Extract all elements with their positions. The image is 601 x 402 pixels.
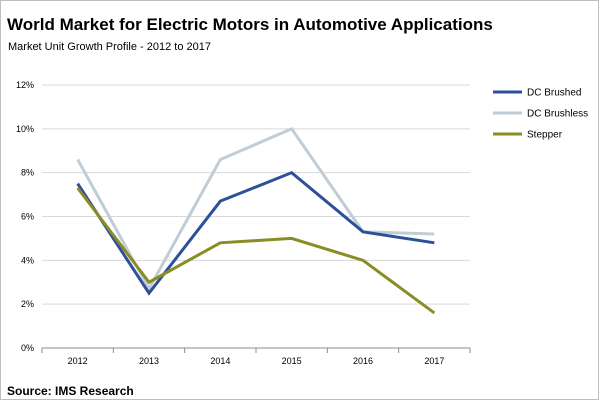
- x-tick-label: 2015: [282, 356, 302, 366]
- series-line-stepper: [76, 187, 436, 315]
- x-tick-label: 2012: [68, 356, 88, 366]
- chart-subtitle: Market Unit Growth Profile - 2012 to 201…: [8, 41, 211, 53]
- y-tick-label: 0%: [21, 343, 34, 353]
- gridlines: [42, 84, 470, 349]
- legend: DC Brushed DC Brushless Stepper: [493, 88, 588, 141]
- y-tick-label: 10%: [16, 124, 34, 134]
- x-tick-label: 2016: [353, 356, 373, 366]
- legend-label: Stepper: [527, 130, 563, 141]
- x-tick-label: 2013: [139, 356, 159, 366]
- x-axis-ticks: 2012 2013 2014 2015 2016 2017: [41, 348, 471, 366]
- y-tick-label: 4%: [21, 255, 34, 265]
- y-tick-label: 2%: [21, 299, 34, 309]
- legend-label: DC Brushed: [527, 88, 581, 99]
- series-line-dc-brushed: [76, 170, 435, 296]
- x-tick-label: 2017: [424, 356, 444, 366]
- chart-title: World Market for Electric Motors in Auto…: [7, 15, 493, 34]
- series-lines: [76, 126, 436, 315]
- y-tick-label: 12%: [16, 80, 34, 90]
- y-tick-label: 8%: [21, 168, 34, 178]
- source-note: Source: IMS Research: [7, 384, 134, 398]
- y-tick-label: 6%: [21, 212, 34, 222]
- legend-label: DC Brushless: [527, 109, 588, 120]
- x-tick-label: 2014: [210, 356, 230, 366]
- y-axis-ticks: 0% 2% 4% 6% 8% 10% 12%: [16, 80, 34, 353]
